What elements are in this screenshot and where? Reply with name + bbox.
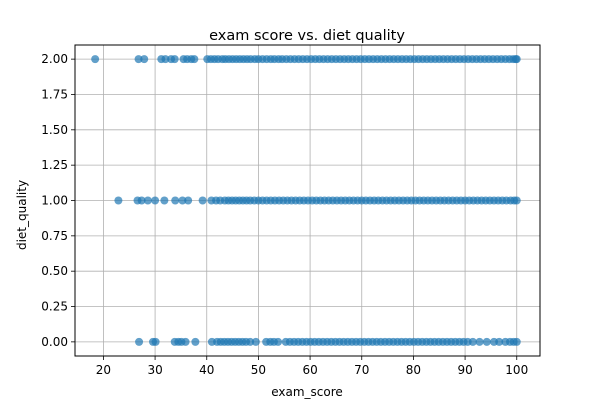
data-point [140, 55, 149, 64]
data-point [512, 55, 521, 64]
data-point [151, 337, 160, 346]
x-tick-label: 90 [457, 363, 472, 377]
x-tick-label: 20 [96, 363, 111, 377]
data-point [170, 55, 179, 64]
data-point [512, 196, 521, 205]
data-point [495, 337, 504, 346]
x-tick-label: 80 [406, 363, 421, 377]
x-axis-ticks: 20 30 40 50 60 70 80 90 100 [96, 356, 528, 377]
y-tick-label: 0.25 [41, 300, 68, 314]
y-tick-label: 1.00 [41, 194, 68, 208]
data-point [181, 337, 190, 346]
y-tick-label: 1.75 [41, 87, 68, 101]
y-axis-ticks: 0.00 0.25 0.50 0.75 1.00 1.25 1.50 1.75 2.00 [41, 52, 75, 349]
x-tick-label: 60 [302, 363, 317, 377]
data-point [191, 337, 200, 346]
data-point [190, 55, 199, 64]
data-point [198, 196, 207, 205]
y-axis-label: diet_quality [15, 180, 29, 250]
y-tick-label: 2.00 [41, 52, 68, 66]
y-tick-label: 1.50 [41, 123, 68, 137]
data-point [171, 196, 180, 205]
x-tick-label: 70 [354, 363, 369, 377]
chart-title: exam score vs. diet quality [209, 28, 405, 44]
y-tick-label: 0.00 [41, 335, 68, 349]
data-point [512, 337, 521, 346]
data-point [482, 337, 491, 346]
data-point [114, 196, 123, 205]
y-tick-label: 1.25 [41, 158, 68, 172]
data-point [137, 196, 146, 205]
y-tick-label: 0.75 [41, 229, 68, 243]
data-point [251, 337, 260, 346]
data-point [274, 337, 283, 346]
data-point [160, 196, 169, 205]
x-tick-label: 50 [251, 363, 266, 377]
x-tick-label: 30 [147, 363, 162, 377]
data-point [468, 337, 477, 346]
data-point [475, 337, 484, 346]
y-tick-label: 0.50 [41, 264, 68, 278]
data-point [184, 196, 193, 205]
data-points [91, 55, 521, 346]
data-point [135, 337, 144, 346]
data-point [178, 196, 187, 205]
x-tick-label: 40 [199, 363, 214, 377]
data-point [246, 337, 255, 346]
data-point [151, 196, 160, 205]
data-point [134, 55, 143, 64]
data-point [91, 55, 100, 64]
x-axis-label: exam_score [271, 385, 343, 399]
data-point [161, 55, 170, 64]
x-tick-label: 100 [505, 363, 528, 377]
data-point [143, 196, 152, 205]
